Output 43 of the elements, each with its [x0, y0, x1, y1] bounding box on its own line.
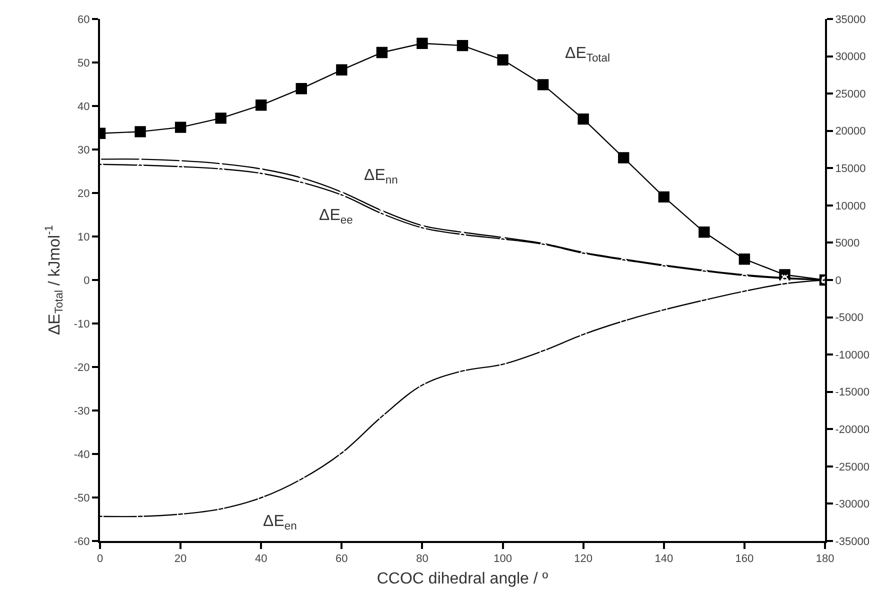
y-tick-label: -60: [74, 536, 90, 548]
y2-tick-label: -5000: [835, 312, 864, 324]
y2-tick-label: 10000: [835, 200, 866, 212]
y-tick-label: -10: [74, 318, 90, 330]
y2-tick-label: 25000: [835, 88, 866, 100]
y-tick-label: 20: [78, 188, 90, 200]
series-label: ΔE$_{en}$: [263, 513, 297, 532]
y2-tick-label: 0: [835, 274, 842, 287]
y2-tick-label: -30000: [835, 498, 870, 511]
y2-tick-label: 5000: [835, 238, 860, 250]
series-label: ΔE$_{nn}$: [364, 167, 398, 186]
x-tick-label: 100: [494, 553, 512, 566]
y2-tick-label: -15000: [835, 386, 870, 399]
x-tick-label: 140: [654, 553, 674, 566]
y2-tick-label: -20000: [835, 424, 870, 436]
x-tick-label: 80: [416, 553, 428, 566]
y-tick-label: 10: [78, 231, 90, 244]
series-label: ΔE$_{Total}$: [565, 45, 610, 64]
y2-tick-label: 30000: [835, 51, 866, 64]
y2-tick-label: -35000: [835, 536, 870, 548]
y2-tick-label: -10000: [835, 349, 870, 362]
x-tick-label: 60: [336, 553, 348, 566]
y-tick-label: -50: [74, 492, 90, 504]
y-tick-label: 40: [78, 100, 90, 113]
x-tick-label: 180: [816, 553, 834, 566]
y2-tick-label: 20000: [835, 126, 866, 138]
y2-tick-label: 15000: [835, 162, 866, 175]
y-tick-label: 30: [78, 144, 90, 156]
y-tick-label: -30: [74, 405, 90, 418]
x-tick-label: 160: [735, 553, 754, 566]
x-tick-label: 20: [174, 553, 187, 566]
series-label: ΔE$_{ee}$: [319, 207, 353, 226]
x-tick-label: 40: [254, 553, 268, 566]
x-axis-title: CCOC dihedral angle / º: [376, 570, 548, 588]
y2-tick-label: -25000: [835, 461, 870, 474]
x-tick-label: 120: [574, 553, 593, 566]
y-tick-label: -40: [74, 448, 90, 461]
y-tick-label: 50: [78, 57, 90, 70]
y-tick-label: 60: [78, 14, 90, 26]
y2-tick-label: 35000: [835, 14, 866, 26]
y-tick-label: 0: [84, 274, 90, 287]
x-tick-label: 0: [96, 553, 104, 566]
y-tick-label: -20: [74, 362, 90, 374]
